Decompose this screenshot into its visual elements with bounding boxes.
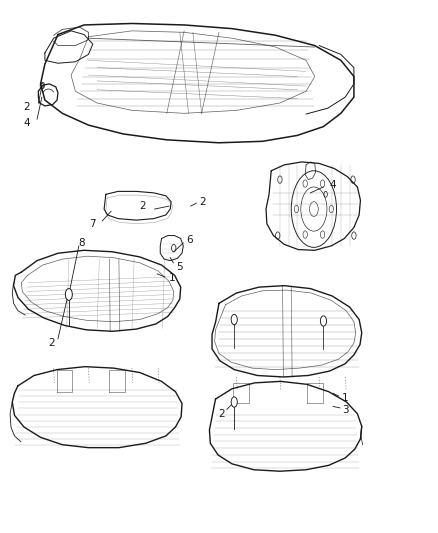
Circle shape — [321, 316, 326, 326]
Text: 2: 2 — [23, 102, 30, 112]
Circle shape — [231, 397, 237, 407]
Text: 8: 8 — [78, 238, 85, 248]
Text: 2: 2 — [48, 338, 55, 348]
Text: 1: 1 — [342, 393, 349, 402]
Text: 4: 4 — [23, 118, 30, 128]
Text: 1: 1 — [169, 272, 175, 282]
Text: 2: 2 — [199, 197, 206, 207]
Text: 2: 2 — [218, 409, 225, 419]
Text: 4: 4 — [330, 181, 336, 190]
Text: 6: 6 — [186, 235, 193, 245]
Text: 2: 2 — [140, 201, 146, 211]
Text: 7: 7 — [89, 219, 96, 229]
Text: 5: 5 — [177, 262, 183, 271]
Circle shape — [231, 314, 237, 325]
Text: 3: 3 — [342, 405, 349, 415]
Circle shape — [65, 288, 72, 301]
